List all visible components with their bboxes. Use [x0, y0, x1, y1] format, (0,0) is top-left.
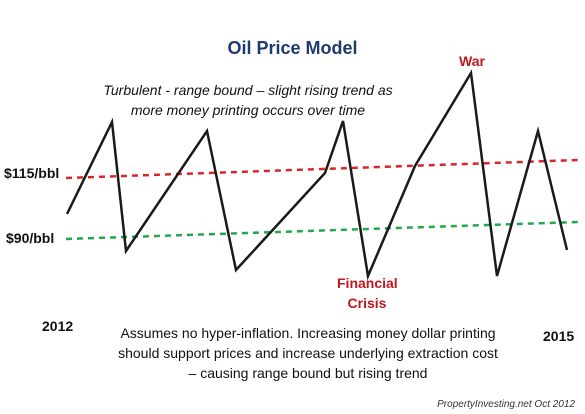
war-annotation: War [459, 53, 485, 69]
financial-crisis-annotation: Financial Crisis [337, 275, 398, 311]
source-credit: PropertyInvesting.net Oct 2012 [437, 399, 575, 410]
chart-subtitle: Turbulent - range bound – slight rising … [103, 82, 393, 118]
lower-trend-line [65, 220, 579, 241]
upper-trend-line [65, 158, 579, 180]
price-label-lower: $90/bbl [6, 230, 55, 246]
year-start-label: 2012 [42, 318, 74, 334]
footnote: Assumes no hyper-inflation. Increasing m… [118, 325, 498, 381]
chart-title: Oil Price Model [227, 38, 358, 58]
price-line [65, 69, 569, 281]
year-end-label: 2015 [543, 328, 575, 344]
price-label-upper: $115/bbl [4, 165, 60, 181]
